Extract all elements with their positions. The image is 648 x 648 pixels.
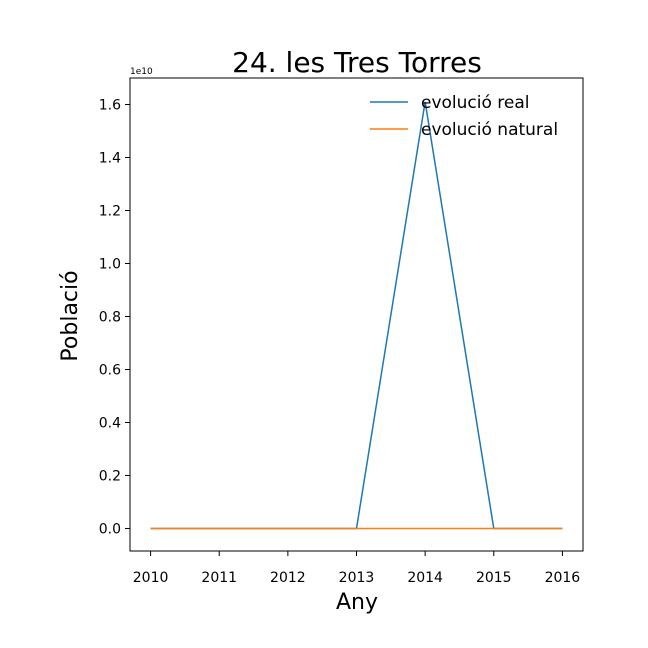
plot-frame xyxy=(129,77,584,552)
x-tick-label: 2012 xyxy=(270,570,306,586)
y-axis: 0.0 0.2 0.4 0.6 0.8 1.0 1.2 1.4 1.6 xyxy=(99,97,130,537)
chart-title: 24. les Tres Torres xyxy=(232,46,482,79)
y-tick-label: 1.4 xyxy=(99,150,121,166)
y-tick-label: 0.8 xyxy=(99,309,121,325)
x-tick-label: 2015 xyxy=(476,570,512,586)
x-axis: 2010 2011 2012 2013 2014 2015 2016 xyxy=(133,551,581,586)
y-tick-label: 1.6 xyxy=(99,97,121,113)
y-tick-label: 0.0 xyxy=(99,521,121,537)
series-lines xyxy=(150,101,563,530)
x-tick-label: 2010 xyxy=(133,570,169,586)
legend-label: evolució real xyxy=(421,93,530,113)
legend-label: evolució natural xyxy=(421,120,558,140)
y-tick-label: 0.6 xyxy=(99,362,121,378)
x-tick-label: 2011 xyxy=(201,570,237,586)
x-tick-label: 2013 xyxy=(339,570,375,586)
y-tick-label: 0.2 xyxy=(99,468,121,484)
x-axis-label: Any xyxy=(336,590,378,615)
plot-area xyxy=(129,77,584,552)
x-tick-label: 2016 xyxy=(545,570,581,586)
y-tick-label: 0.4 xyxy=(99,415,121,431)
y-multiplier-label: 1e10 xyxy=(130,67,153,77)
y-tick-label: 1.0 xyxy=(99,256,121,272)
legend: evolució real evolució natural xyxy=(370,93,558,140)
x-tick-label: 2014 xyxy=(407,570,443,586)
y-axis-label: Població xyxy=(58,270,83,361)
y-tick-label: 1.2 xyxy=(99,203,121,219)
series-line-1 xyxy=(150,101,563,530)
